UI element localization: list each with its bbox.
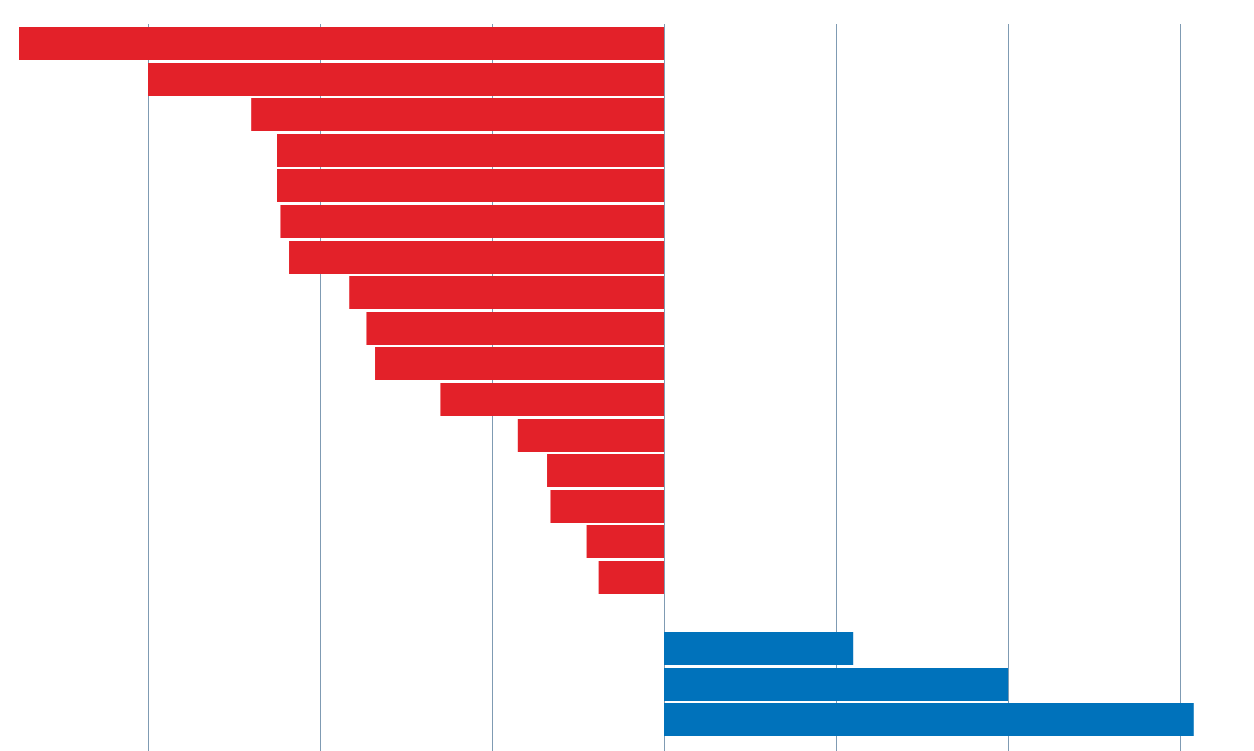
bar-negative xyxy=(277,169,664,202)
bar-positive xyxy=(664,703,1194,736)
bars xyxy=(19,27,1194,736)
bar-negative xyxy=(349,276,664,309)
bar-negative xyxy=(19,27,664,60)
bar-positive xyxy=(664,632,854,665)
bar-negative xyxy=(148,63,664,96)
bar-negative xyxy=(440,383,664,416)
bar-negative xyxy=(517,419,664,452)
bar-positive xyxy=(664,668,1008,701)
bar-negative xyxy=(277,134,664,167)
bar-negative xyxy=(586,525,664,558)
bar-negative xyxy=(289,241,664,274)
bar-negative xyxy=(375,347,664,380)
bar-negative xyxy=(366,312,664,345)
bar-negative xyxy=(547,454,664,487)
bar-negative xyxy=(280,205,664,238)
bar-negative xyxy=(598,561,664,594)
bar-negative xyxy=(550,490,664,523)
bar-negative xyxy=(251,98,664,131)
